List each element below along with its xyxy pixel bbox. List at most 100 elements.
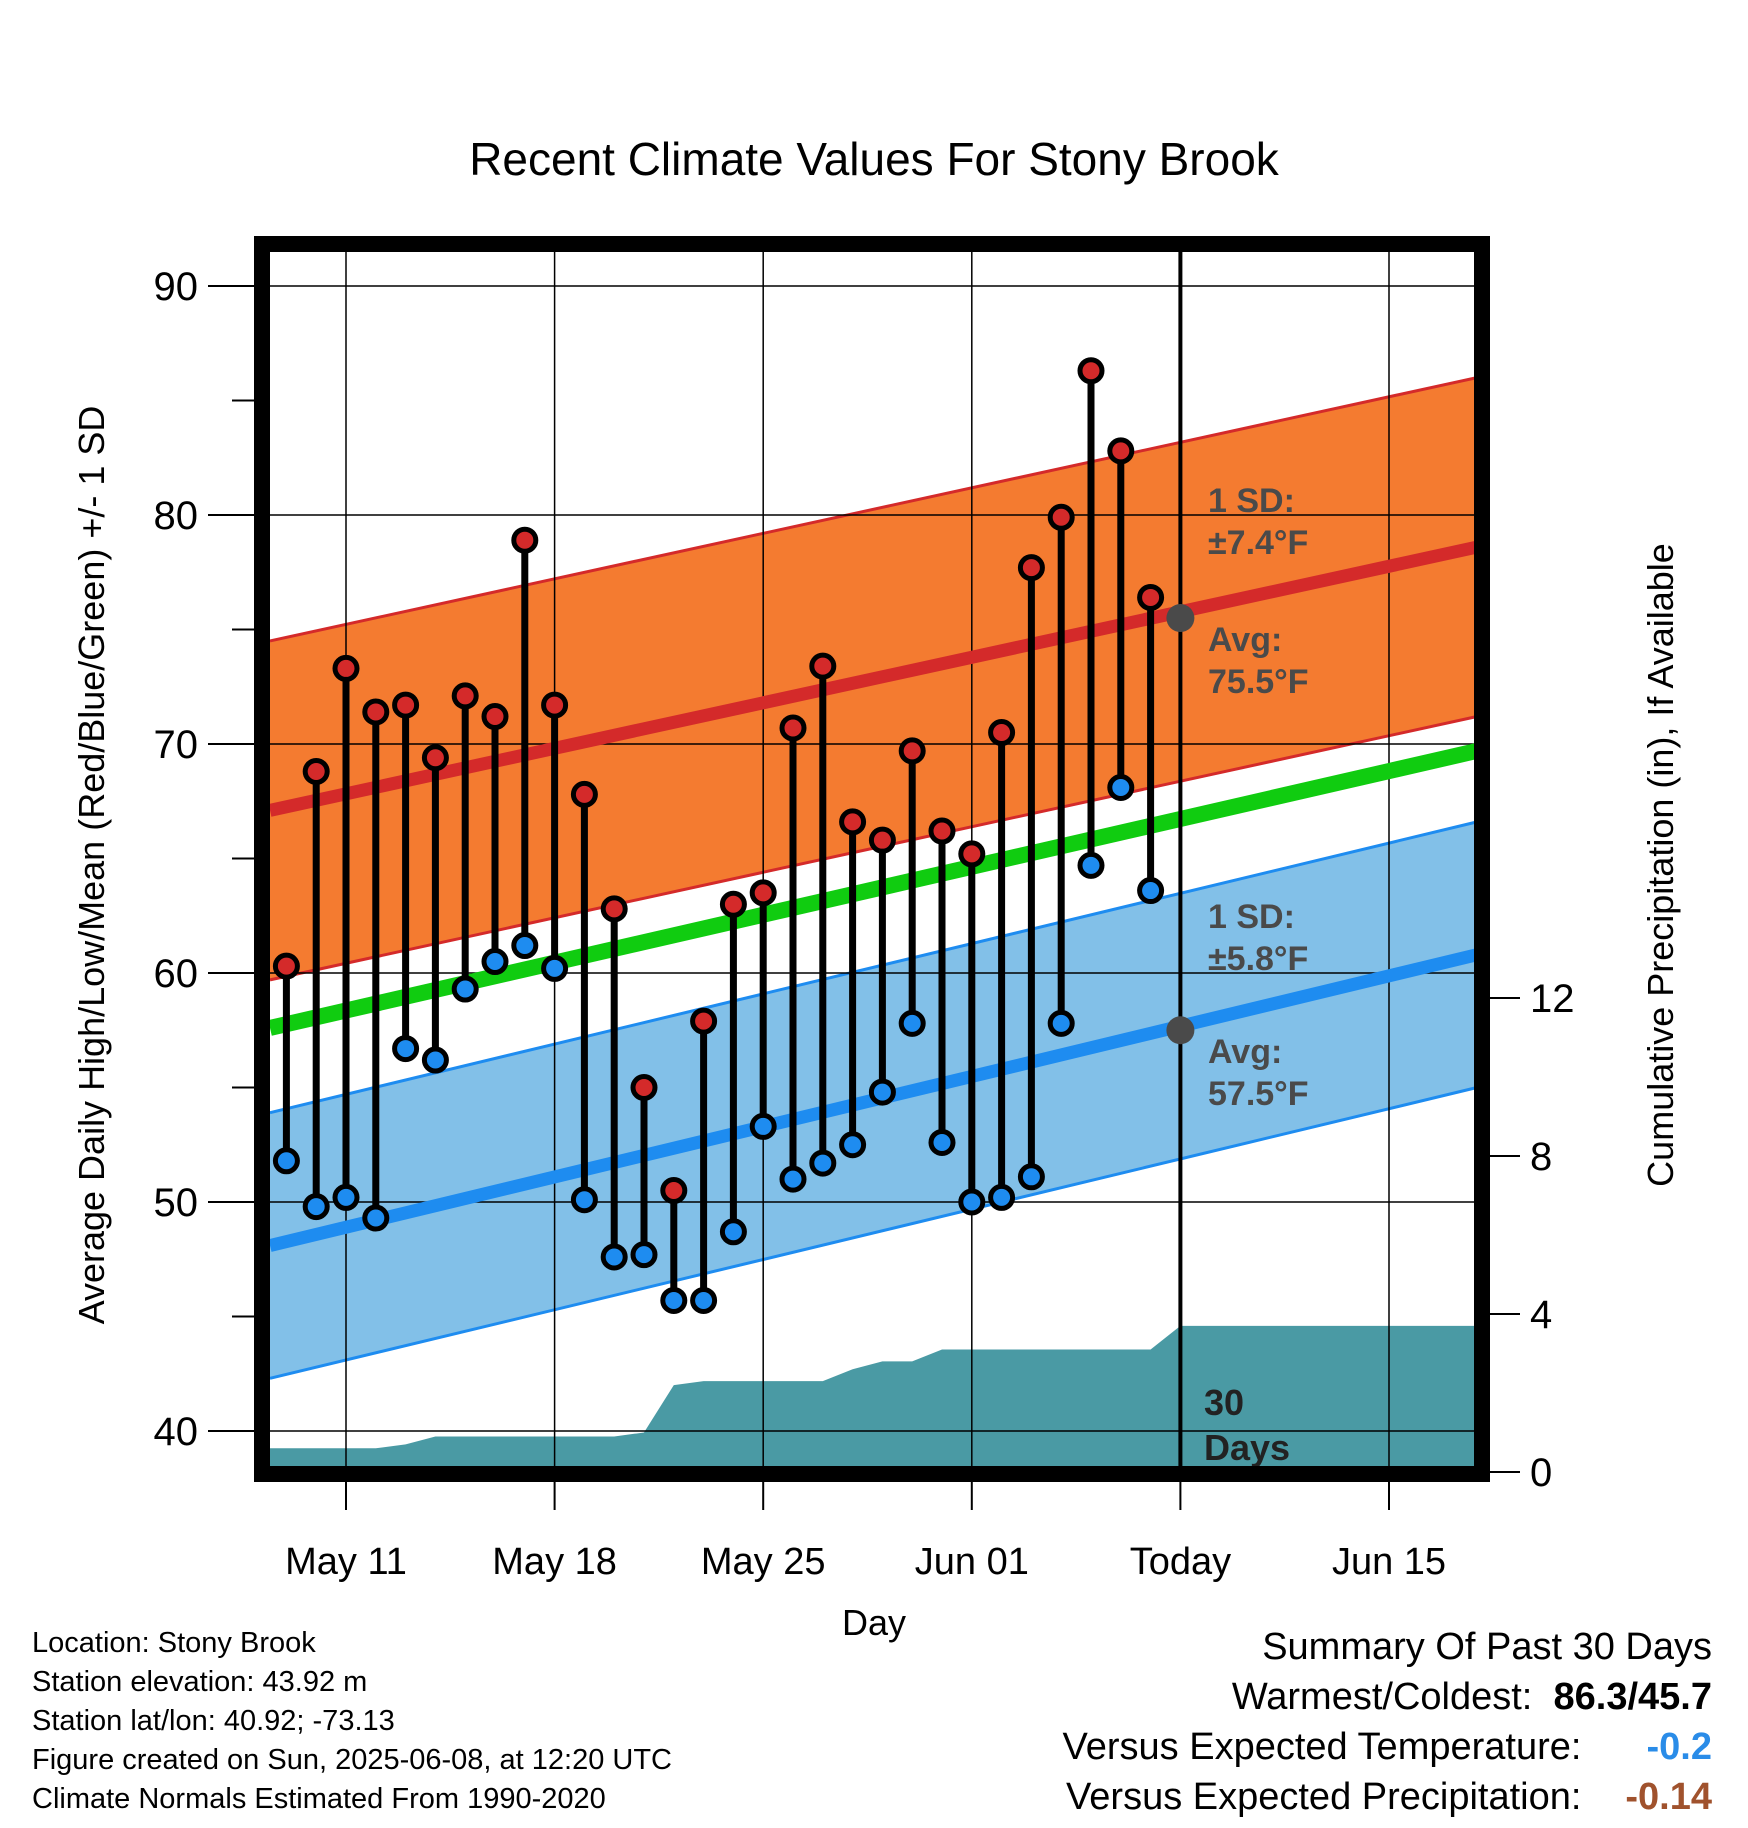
low-point bbox=[302, 1193, 330, 1221]
normals-text: Climate Normals Estimated From 1990-2020 bbox=[32, 1783, 606, 1815]
high-sd-band-upper-edge bbox=[269, 376, 1478, 643]
y-tick-label: 70 bbox=[154, 723, 199, 767]
station-info: Location: Stony Brook Station elevation:… bbox=[32, 1624, 672, 1819]
low-today-avg-dot bbox=[1166, 1016, 1195, 1045]
warmest-value: 86.3 bbox=[1553, 1676, 1628, 1718]
high-point bbox=[1017, 554, 1045, 582]
normal-high-line bbox=[268, 540, 1479, 817]
high-point bbox=[1077, 357, 1105, 385]
low-point bbox=[809, 1149, 837, 1177]
high-avg-value: 75.5°F bbox=[1208, 663, 1309, 701]
high-point bbox=[392, 691, 420, 719]
high-point bbox=[481, 703, 509, 731]
low-point bbox=[1107, 774, 1135, 802]
low-point bbox=[630, 1241, 658, 1269]
low-point bbox=[451, 975, 479, 1003]
x-tick-label: May 18 bbox=[492, 1541, 617, 1583]
days-label-line2: Days bbox=[1204, 1427, 1290, 1468]
high-point bbox=[868, 826, 896, 854]
low-point bbox=[421, 1046, 449, 1074]
high-point bbox=[272, 952, 300, 980]
high-point bbox=[362, 698, 390, 726]
low-point bbox=[511, 932, 539, 960]
high-point bbox=[988, 719, 1016, 747]
created-text: Figure created on Sun, 2025-06-08, at 12… bbox=[32, 1744, 672, 1776]
y-tick-label: 90 bbox=[154, 265, 199, 309]
x-tick-label: Today bbox=[1130, 1541, 1231, 1583]
high-point bbox=[690, 1007, 718, 1035]
precipitation-departure-label: Versus Expected Precipitation: bbox=[1066, 1776, 1582, 1818]
axes: 40 50 60 70 80 90 0 4 8 12 May 11 May 18 May 25 Jun 0… bbox=[71, 265, 1681, 1643]
low-point bbox=[1077, 851, 1105, 879]
low-sd-band-lower-edge bbox=[269, 1086, 1478, 1380]
daily-temperature-series bbox=[272, 357, 1165, 1314]
high-point bbox=[719, 890, 747, 918]
high-point bbox=[898, 737, 926, 765]
precipitation-cumulative-area bbox=[270, 1325, 1477, 1472]
low-point bbox=[600, 1243, 628, 1271]
low-point bbox=[690, 1286, 718, 1314]
high-point bbox=[332, 654, 360, 682]
normal-annotations: 1 SD: ±7.4°F Avg: 75.5°F 1 SD: ±5.8°F Avg: 57.5… bbox=[1166, 482, 1309, 1468]
high-point bbox=[1137, 583, 1165, 611]
low-sd-label: 1 SD: bbox=[1208, 898, 1295, 936]
location-text: Location: Stony Brook bbox=[32, 1627, 316, 1659]
low-point bbox=[719, 1218, 747, 1246]
y-tick-label: 60 bbox=[154, 952, 199, 996]
latlon-text: Station lat/lon: 40.92; -73.13 bbox=[32, 1705, 395, 1737]
high-point bbox=[600, 895, 628, 923]
x-tick-label: May 25 bbox=[701, 1541, 826, 1583]
low-avg-label: Avg: bbox=[1208, 1033, 1282, 1071]
high-point bbox=[839, 808, 867, 836]
low-point bbox=[749, 1112, 777, 1140]
precipitation-departure-row: Versus Expected Precipitation: -0.14 bbox=[1063, 1772, 1712, 1822]
precipitation-departure-value: -0.14 bbox=[1625, 1776, 1712, 1818]
low-point bbox=[839, 1131, 867, 1159]
low-point bbox=[272, 1147, 300, 1175]
elevation-text: Station elevation: 43.92 m bbox=[32, 1666, 368, 1698]
high-sd-label: 1 SD: bbox=[1208, 482, 1295, 520]
high-point bbox=[421, 744, 449, 772]
high-point bbox=[570, 780, 598, 808]
high-point bbox=[541, 691, 569, 719]
temperature-departure-row: Versus Expected Temperature: -0.2 bbox=[1063, 1722, 1712, 1772]
coldest-value: 45.7 bbox=[1638, 1676, 1712, 1718]
y2-tick-label: 12 bbox=[1530, 977, 1575, 1021]
y-axis-title: Average Daily High/Low/Mean (Red/Blue/Gr… bbox=[71, 406, 112, 1325]
summary-panel: Summary Of Past 30 Days Warmest/Coldest:… bbox=[1063, 1622, 1712, 1822]
low-point bbox=[1047, 1009, 1075, 1037]
x-axis-title: Day bbox=[842, 1602, 906, 1643]
high-point bbox=[660, 1177, 688, 1205]
high-today-avg-dot bbox=[1166, 604, 1195, 633]
low-point bbox=[481, 948, 509, 976]
high-point bbox=[1047, 503, 1075, 531]
warmest-coldest-label: Warmest/Coldest: bbox=[1231, 1676, 1533, 1718]
low-point bbox=[541, 954, 569, 982]
low-point bbox=[868, 1078, 896, 1106]
low-point bbox=[928, 1128, 956, 1156]
plot-frame bbox=[254, 236, 1490, 1482]
low-point bbox=[958, 1188, 986, 1216]
precipitation-area bbox=[270, 1325, 1477, 1472]
high-point bbox=[809, 652, 837, 680]
y-tick-label: 50 bbox=[154, 1181, 199, 1225]
low-point bbox=[1017, 1163, 1045, 1191]
temperature-departure-value: -0.2 bbox=[1646, 1726, 1712, 1768]
y2-axis-title: Cumulative Precipitation (in), If Availa… bbox=[1640, 543, 1681, 1187]
high-point bbox=[749, 879, 777, 907]
warmest-coldest-row: Warmest/Coldest: 86.3/45.7 bbox=[1231, 1676, 1712, 1718]
high-sd-value: ±7.4°F bbox=[1208, 524, 1308, 562]
low-point bbox=[1137, 877, 1165, 905]
x-tick-label: Jun 01 bbox=[915, 1541, 1029, 1583]
summary-title: Summary Of Past 30 Days bbox=[1262, 1626, 1712, 1668]
y2-tick-label: 8 bbox=[1530, 1135, 1552, 1179]
high-avg-label: Avg: bbox=[1208, 621, 1282, 659]
low-point bbox=[898, 1009, 926, 1037]
low-avg-value: 57.5°F bbox=[1208, 1075, 1309, 1113]
low-point bbox=[660, 1286, 688, 1314]
high-point bbox=[1107, 437, 1135, 465]
low-point bbox=[988, 1183, 1016, 1211]
chart-title: Recent Climate Values For Stony Brook bbox=[469, 133, 1280, 185]
y2-tick-label: 4 bbox=[1530, 1293, 1552, 1337]
